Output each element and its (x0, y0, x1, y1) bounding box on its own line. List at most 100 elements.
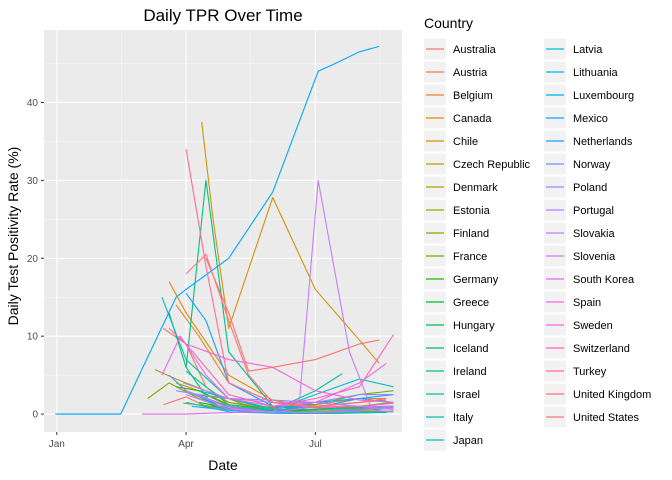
legend-item: Turkey (544, 360, 607, 382)
series-line-mexico (55, 45, 380, 415)
legend-item: Iceland (424, 337, 488, 359)
panel-background (44, 30, 402, 432)
legend-label: Slovakia (573, 228, 615, 240)
y-tick-label: 10 (27, 332, 39, 343)
legend-label: Norway (573, 159, 611, 171)
legend-label: Lithuania (573, 67, 619, 79)
legend-item: Switzerland (544, 337, 630, 359)
axis-ticks: 0 10 20 30 40 Jan Apr Jul (27, 98, 322, 450)
legend-item: Lithuania (544, 61, 619, 83)
x-tick-label: Jul (309, 439, 322, 450)
legend-label: Spain (573, 297, 601, 309)
legend-item: Japan (424, 429, 483, 451)
legend-label: Iceland (453, 343, 488, 355)
legend-label: United States (573, 412, 640, 424)
legend-item: Chile (424, 130, 478, 152)
legend-label: Austria (453, 67, 488, 79)
legend-item: Ireland (424, 360, 487, 382)
legend-item: Finland (424, 222, 489, 244)
legend-label: Hungary (453, 320, 495, 332)
legend-label: Slovenia (573, 251, 616, 263)
legend-label: Finland (453, 228, 489, 240)
legend-item: South Korea (544, 268, 635, 290)
legend-item: Netherlands (544, 130, 633, 152)
legend-item: Slovakia (544, 222, 615, 244)
legend-item: Poland (544, 176, 607, 198)
legend-title: Country (424, 15, 473, 31)
legend-label: Chile (453, 136, 478, 148)
legend-item: Belgium (424, 84, 493, 106)
legend-item: Slovenia (544, 245, 616, 267)
legend-label: Australia (453, 44, 497, 56)
legend-label: Japan (453, 435, 483, 447)
y-tick-label: 0 (32, 410, 38, 421)
legend: Australia Austria Belgium Canada Chile Czech … (424, 38, 651, 451)
legend-item: Portugal (544, 199, 614, 221)
legend-label: Mexico (573, 113, 608, 125)
legend-label: Poland (573, 182, 607, 194)
legend-label: Czech Republic (453, 159, 531, 171)
series-line-chile (201, 121, 380, 364)
legend-label: Germany (453, 274, 499, 286)
legend-label: France (453, 251, 487, 263)
series-line-south-korea (142, 405, 394, 415)
legend-item: United Kingdom (544, 383, 651, 405)
series-line-latvia (185, 401, 394, 414)
legend-item: Germany (424, 268, 499, 290)
legend-label: Latvia (573, 44, 603, 56)
series-line-switzerland (168, 327, 394, 407)
legend-label: Portugal (573, 205, 614, 217)
legend-label: Switzerland (573, 343, 630, 355)
legend-label: Denmark (453, 182, 498, 194)
legend-label: South Korea (573, 274, 635, 286)
series-line-poland (176, 390, 394, 403)
legend-item: Luxembourg (544, 84, 634, 106)
x-tick-label: Jan (49, 439, 65, 450)
legend-item: Latvia (544, 38, 603, 60)
legend-item: Israel (424, 383, 480, 405)
series-line-slovenia (185, 390, 394, 414)
y-tick-label: 30 (27, 176, 39, 187)
series-line-italy (161, 297, 394, 411)
legend-label: Turkey (573, 366, 607, 378)
legend-label: Estonia (453, 205, 491, 217)
legend-item: Spain (544, 291, 601, 313)
legend-label: Israel (453, 389, 480, 401)
legend-label: Luxembourg (573, 90, 634, 102)
y-axis-title: Daily Test Positivity Rate (%) (5, 147, 21, 326)
legend-label: Italy (453, 412, 474, 424)
series-line-united-states (205, 258, 380, 372)
legend-item: Canada (424, 107, 492, 129)
legend-label: Sweden (573, 320, 613, 332)
legend-item: United States (544, 406, 640, 428)
y-tick-label: 20 (27, 254, 39, 265)
legend-item: Greece (424, 291, 489, 313)
legend-item: Estonia (424, 199, 491, 221)
legend-label: Ireland (453, 366, 487, 378)
y-tick-label: 40 (27, 98, 39, 109)
legend-item: Mexico (544, 107, 608, 129)
series-line-sweden (185, 343, 394, 403)
plot-panel (44, 30, 402, 432)
legend-item: Norway (544, 153, 611, 175)
legend-label: Netherlands (573, 136, 633, 148)
legend-item: Sweden (544, 314, 613, 336)
legend-label: Canada (453, 113, 492, 125)
legend-label: Belgium (453, 90, 493, 102)
series-line-united-kingdom (185, 253, 387, 407)
x-axis-title: Date (208, 457, 238, 473)
legend-item: Czech Republic (424, 153, 531, 175)
legend-item: Denmark (424, 176, 498, 198)
legend-item: Hungary (424, 314, 495, 336)
chart-title: Daily TPR Over Time (143, 6, 302, 25)
x-tick-label: Apr (178, 439, 194, 450)
legend-item: France (424, 245, 487, 267)
legend-item: Austria (424, 61, 488, 83)
legend-item: Italy (424, 406, 474, 428)
legend-item: Australia (424, 38, 497, 60)
legend-label: United Kingdom (573, 389, 651, 401)
legend-label: Greece (453, 297, 489, 309)
grid-lines (44, 30, 402, 432)
series-lines (55, 45, 394, 415)
